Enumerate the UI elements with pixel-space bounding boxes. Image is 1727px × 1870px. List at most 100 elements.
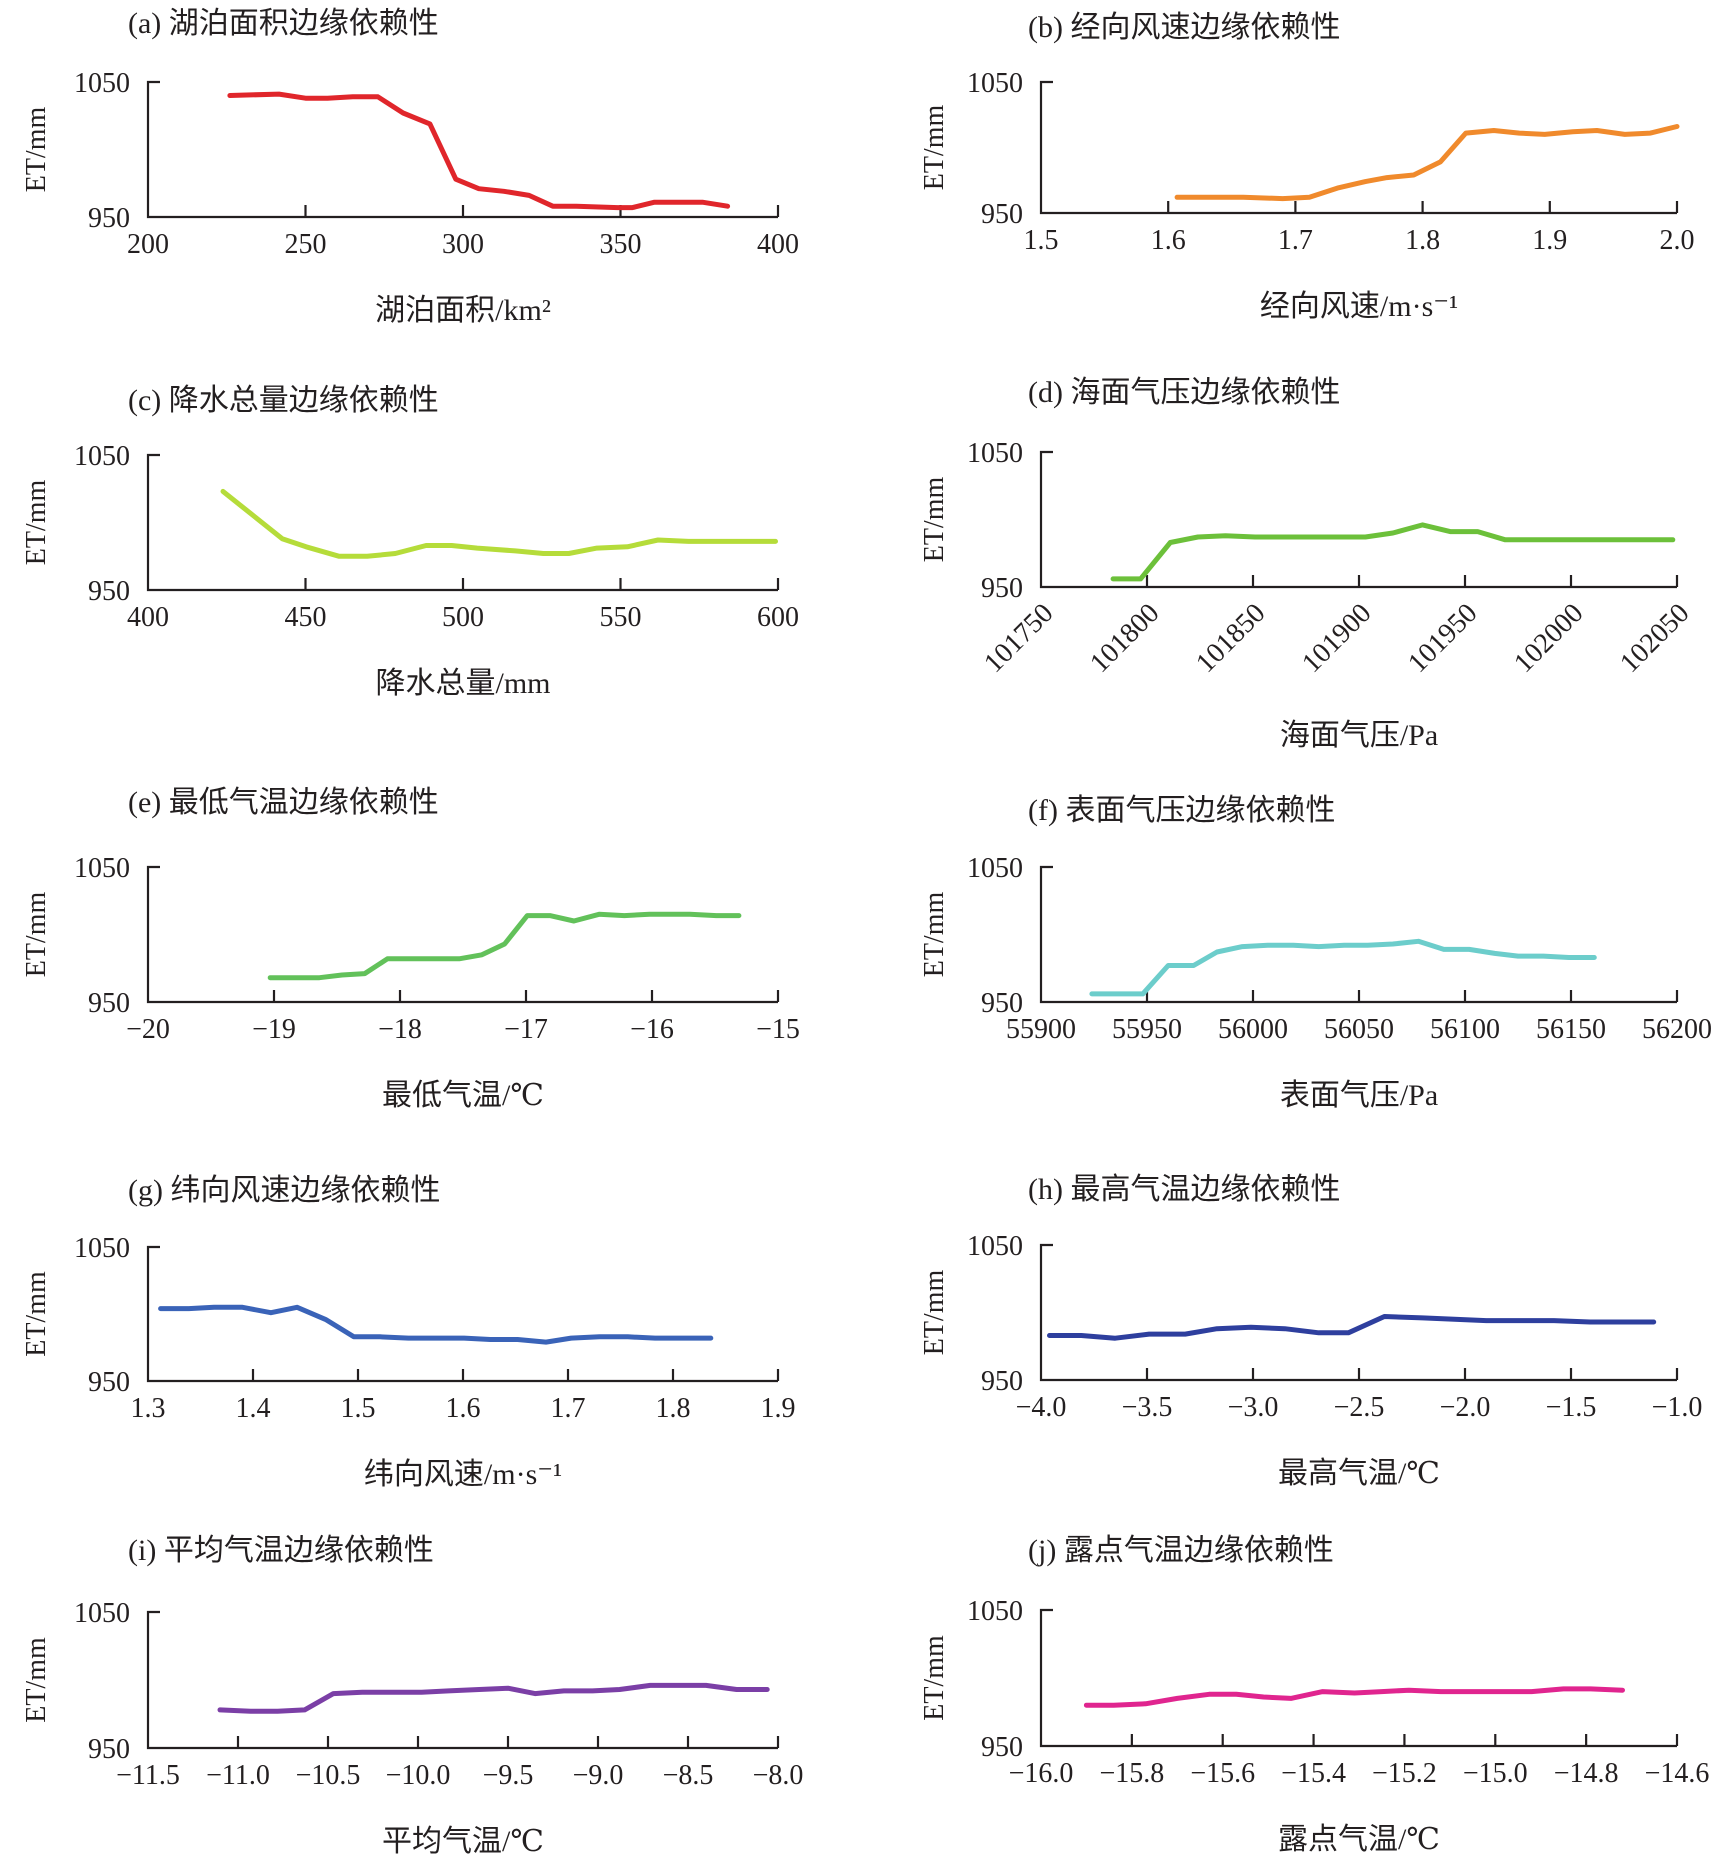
data-point	[478, 188, 479, 189]
y-axis-label: ET/mm	[919, 1635, 950, 1721]
data-point	[1494, 953, 1495, 954]
data-point	[1242, 946, 1243, 947]
series-line-f	[1089, 938, 1597, 997]
data-point	[380, 1336, 381, 1337]
y-tick-label: 1050	[967, 438, 1023, 469]
x-tick-label: 1.5	[341, 1393, 376, 1424]
x-tick-label: −20	[126, 1014, 170, 1045]
data-point	[1318, 1332, 1319, 1333]
y-tick-label: 950	[981, 199, 1023, 230]
y-axis-label: ET/mm	[919, 477, 950, 563]
data-point	[1086, 1705, 1087, 1706]
data-point	[1091, 993, 1092, 994]
data-point	[1263, 1697, 1264, 1698]
chart-title: (f) 表面气压边缘依赖性	[1028, 794, 1335, 827]
x-tick-label: −17	[504, 1014, 548, 1045]
data-point	[412, 958, 413, 959]
y-tick-label: 1050	[74, 1598, 130, 1629]
x-tick-label: 56050	[1324, 1014, 1394, 1045]
chart-title: (d) 海面气压边缘依赖性	[1028, 376, 1340, 409]
data-point	[325, 1319, 326, 1320]
data-point	[1310, 537, 1311, 538]
data-point	[619, 1689, 620, 1690]
x-tick-label: 1.7	[551, 1393, 586, 1424]
data-point	[529, 195, 530, 196]
data-point	[592, 1690, 593, 1691]
data-point	[1354, 1693, 1355, 1694]
data-point	[1572, 131, 1573, 132]
data-point	[387, 958, 388, 959]
data-point	[464, 1338, 465, 1339]
chart-panel-f: (f) 表面气压边缘依赖性 55900 55950 56000 56050 56100 56…	[919, 794, 1712, 1112]
y-axis-label: ET/mm	[21, 107, 52, 193]
data-point	[658, 540, 659, 541]
data-point	[451, 545, 452, 546]
data-point	[339, 556, 340, 557]
data-point	[1217, 952, 1218, 953]
y-axis-label: ET/mm	[919, 105, 950, 191]
data-point	[702, 202, 703, 203]
data-point	[1177, 197, 1178, 198]
x-tick-label: −15.0	[1463, 1758, 1528, 1789]
data-point	[1322, 1691, 1323, 1692]
data-point	[1243, 197, 1244, 198]
x-tick-label: 550	[600, 602, 642, 633]
data-point	[1450, 531, 1451, 532]
data-point	[738, 915, 739, 916]
chart-panel-h: (h) 最高气温边缘依赖性 −4.0 −3.5 −3.0 −2.5 −2.0 −1.5 −1.…	[919, 1173, 1702, 1490]
x-tick-label: 56000	[1218, 1014, 1288, 1045]
data-point	[1177, 1698, 1178, 1699]
axis-lines	[146, 865, 778, 1004]
x-tick-label: −15.6	[1190, 1758, 1255, 1789]
data-point	[1422, 524, 1423, 525]
data-point	[490, 1339, 491, 1340]
data-point	[1193, 965, 1194, 966]
x-tick-label: 400	[127, 602, 169, 633]
x-tick-label: 600	[757, 602, 799, 633]
data-point	[1282, 198, 1283, 199]
data-point	[1653, 1322, 1654, 1323]
data-point	[1590, 1322, 1591, 1323]
data-point	[479, 1689, 480, 1690]
data-point	[297, 1307, 298, 1308]
series-line-e	[267, 911, 742, 981]
data-point	[333, 1693, 334, 1694]
x-tick-label: 56100	[1430, 1014, 1500, 1045]
x-tick-label: −3.5	[1122, 1392, 1173, 1423]
data-point	[448, 1690, 449, 1691]
x-axis-label: 纬向风速/m·s⁻¹	[364, 1458, 562, 1491]
data-point	[1505, 539, 1506, 540]
x-axis-label: 最高气温/℃	[1278, 1457, 1440, 1490]
data-point	[1365, 537, 1366, 538]
data-point	[188, 1308, 189, 1309]
data-point	[1170, 542, 1171, 543]
x-axis-label: 露点气温/℃	[1278, 1823, 1440, 1856]
data-point	[1520, 1320, 1521, 1321]
series-line-a	[227, 91, 731, 211]
data-point	[1392, 533, 1393, 534]
chart-panel-g: (g) 纬向风速边缘依赖性 1.3 1.4 1.5 1.6 1.7 1.8 1.9 950 105…	[21, 1174, 796, 1491]
data-point	[362, 1692, 363, 1693]
x-tick-label: 1.8	[1405, 225, 1440, 256]
x-tick-label: −15.2	[1372, 1758, 1437, 1789]
data-point	[736, 1689, 737, 1690]
data-point	[279, 94, 280, 95]
x-tick-label: −16.0	[1009, 1758, 1074, 1789]
data-point	[1554, 1320, 1555, 1321]
data-point	[242, 1307, 243, 1308]
data-point	[1284, 1328, 1285, 1329]
y-tick-label: 1050	[74, 1233, 130, 1264]
data-point	[504, 944, 505, 945]
data-point	[1267, 945, 1268, 946]
data-point	[617, 207, 618, 208]
x-tick-label: 500	[442, 602, 484, 633]
data-point	[1236, 1694, 1237, 1695]
data-point	[1532, 539, 1533, 540]
data-point	[377, 96, 378, 97]
chart-panel-c: (c) 降水总量边缘依赖性 400 450 500 550 600 950 1050 ET/mm…	[21, 384, 799, 700]
series-line-d	[1110, 522, 1676, 582]
x-tick-label: −14.8	[1554, 1758, 1619, 1789]
data-point	[649, 914, 650, 915]
data-point	[1617, 539, 1618, 540]
axis-lines	[1039, 450, 1677, 589]
